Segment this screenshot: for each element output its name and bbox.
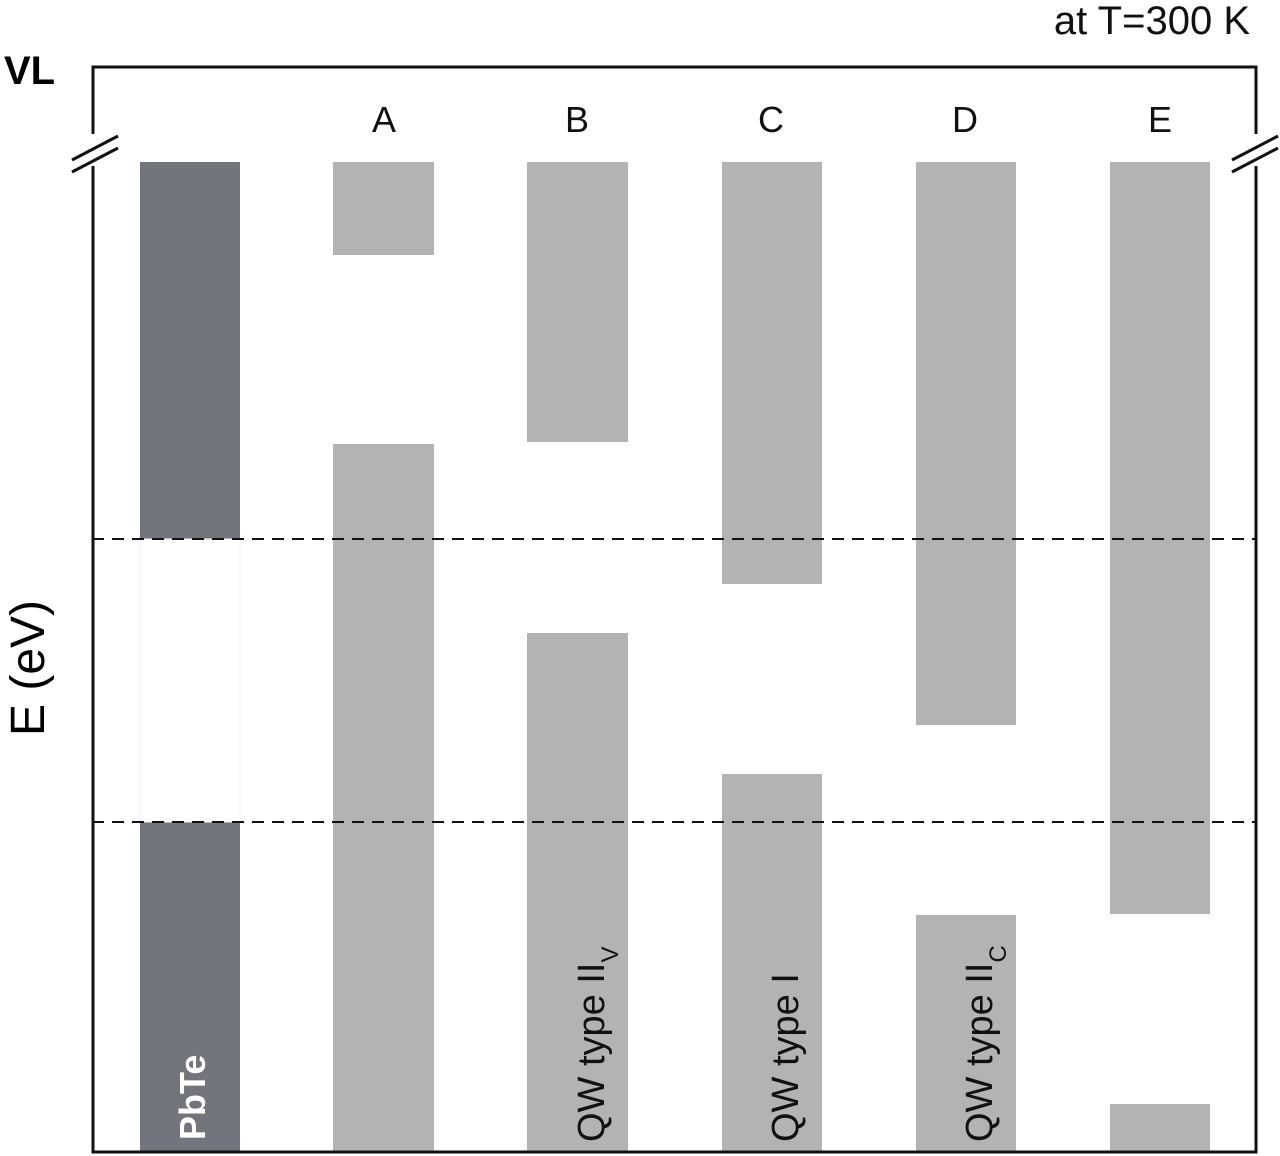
bar-d-label-sub: C: [985, 945, 1012, 962]
plot-frame: [91, 65, 1258, 1154]
bar-b-label-main: QW type II: [571, 963, 613, 1142]
bar-b-upper: [527, 162, 628, 442]
bar-d-label-main: QW type II: [959, 963, 1001, 1142]
bar-b-label: QW type IIV: [571, 947, 624, 1143]
bar-b-lower: [527, 633, 628, 1152]
pbte-barrier-upper: [140, 162, 240, 539]
bar-d-upper: [916, 162, 1016, 725]
bar-c-lower: [722, 774, 822, 1152]
bar-e-lower: [1110, 1104, 1210, 1152]
temperature-label: at T=300 K: [1054, 0, 1250, 43]
bar-d-label: QW type IIC: [959, 945, 1012, 1142]
y-axis-label: E (eV): [2, 600, 55, 736]
axis-break-right: [1231, 134, 1279, 174]
column-label-e: E: [1148, 99, 1172, 140]
bar-d-lower: [916, 915, 1016, 1152]
bars-group: [139, 162, 1210, 1152]
bar-c-label: QW type I: [765, 973, 807, 1142]
column-label-d: D: [952, 99, 978, 140]
bar-a-lower: [333, 444, 434, 1152]
pbte-label: PbTe: [172, 1055, 213, 1140]
column-label-a: A: [372, 99, 396, 140]
axis-break-left: [71, 134, 119, 174]
pbte-well-region: [139, 538, 241, 823]
bar-a-upper: [333, 162, 434, 255]
bar-c-upper: [722, 162, 822, 584]
vacuum-level-label: VL: [4, 49, 55, 93]
bar-b-label-sub: V: [597, 947, 624, 963]
column-label-c: C: [758, 99, 784, 140]
column-label-b: B: [565, 99, 589, 140]
pbte-barrier-lower: [140, 822, 240, 1152]
